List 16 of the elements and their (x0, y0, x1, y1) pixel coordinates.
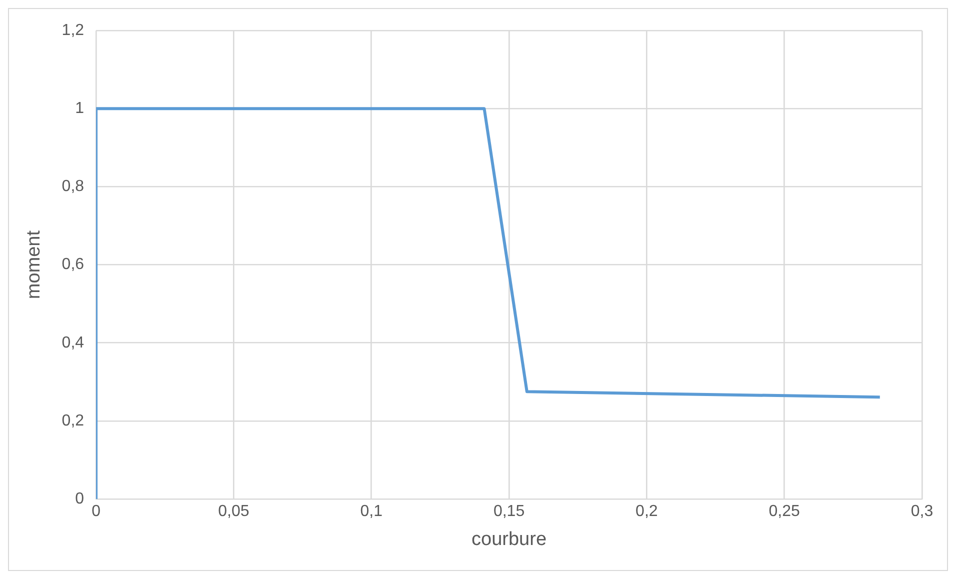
y-tick-label: 0,6 (62, 256, 84, 274)
y-tick-label: 0,2 (62, 412, 84, 430)
y-tick-label: 0,8 (62, 178, 84, 196)
x-tick-label: 0,2 (636, 503, 658, 520)
x-tick-label: 0 (92, 503, 101, 520)
x-tick-label: 0,3 (910, 503, 934, 520)
y-tick-label: 1,2 (62, 22, 84, 40)
y-tick-label: 0,4 (62, 334, 84, 352)
x-tick-label: 0,1 (360, 503, 383, 520)
y-tick-label: 1 (75, 100, 84, 118)
x-tick-label: 0,15 (493, 503, 525, 520)
y-axis-title: moment (24, 230, 45, 300)
x-tick-label: 0,25 (768, 503, 800, 520)
x-axis-title: courbure (472, 528, 547, 550)
y-tick-label: 0 (75, 490, 84, 508)
x-tick-label: 0,05 (218, 503, 250, 520)
